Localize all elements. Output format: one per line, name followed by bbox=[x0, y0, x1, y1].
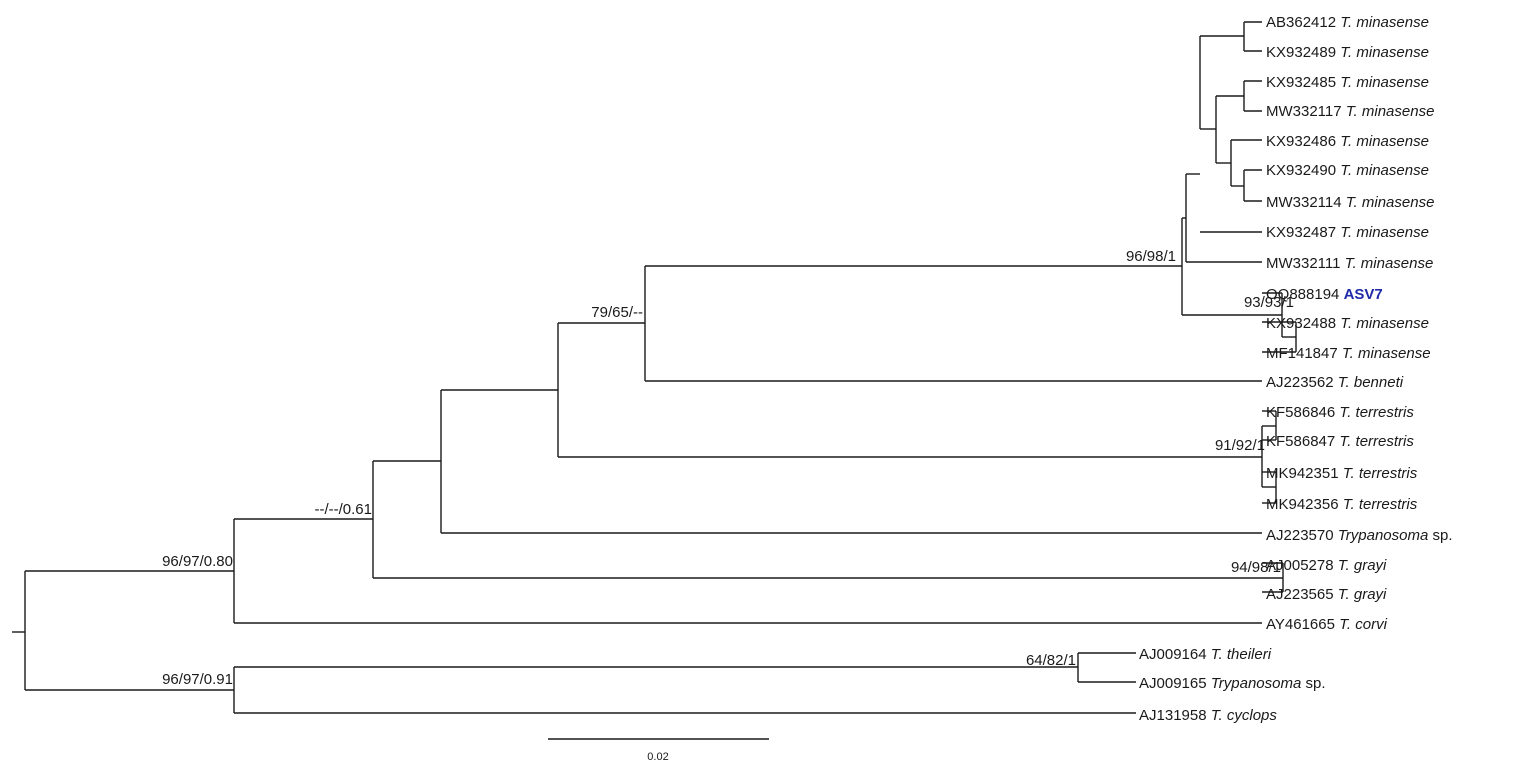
tip-label-4: MW332117 T. minasense bbox=[1266, 103, 1434, 120]
support-value-7: 96/97/0.80 bbox=[162, 553, 233, 570]
tip-label-14: KF586846 T. terrestris bbox=[1266, 404, 1414, 421]
support-value-8: 64/82/1 bbox=[1026, 652, 1076, 669]
support-value-2: 93/93/1 bbox=[1244, 294, 1294, 311]
tip-label-20: AJ223565 T. grayi bbox=[1266, 586, 1387, 603]
tip-label-10: OQ888194 ASV7 bbox=[1266, 286, 1383, 303]
tip-label-5: KX932486 T. minasense bbox=[1266, 133, 1429, 150]
support-value-4: 91/92/1 bbox=[1215, 437, 1265, 454]
support-value-5: --/--/0.61 bbox=[314, 501, 372, 518]
tip-label-3: KX932485 T. minasense bbox=[1266, 74, 1429, 91]
support-value-1: 96/98/1 bbox=[1126, 248, 1176, 265]
tip-label-15: KF586847 T. terrestris bbox=[1266, 433, 1414, 450]
scale-bar-label: 0.02 bbox=[647, 751, 668, 763]
support-value-3: 79/65/-- bbox=[591, 304, 643, 321]
tip-label-21: AY461665 T. corvi bbox=[1266, 616, 1388, 633]
tip-label-18: AJ223570 Trypanosoma sp. bbox=[1266, 527, 1453, 544]
tip-label-22: AJ009164 T. theileri bbox=[1139, 646, 1272, 663]
tip-label-9: MW332111 T. minasense bbox=[1266, 255, 1433, 272]
tip-label-17: MK942356 T. terrestris bbox=[1266, 496, 1418, 513]
tip-label-13: AJ223562 T. benneti bbox=[1266, 374, 1404, 391]
tip-label-2: KX932489 T. minasense bbox=[1266, 44, 1429, 61]
tip-label-19: AJ005278 T. grayi bbox=[1266, 557, 1387, 574]
tip-label-7: MW332114 T. minasense bbox=[1266, 194, 1434, 211]
tip-label-23: AJ009165 Trypanosoma sp. bbox=[1139, 675, 1326, 692]
tip-label-11: KX932488 T. minasense bbox=[1266, 315, 1429, 332]
support-value-9: 96/97/0.91 bbox=[162, 671, 233, 688]
tip-label-6: KX932490 T. minasense bbox=[1266, 162, 1429, 179]
tree-branches bbox=[12, 21, 1297, 714]
tip-label-12: MF141847 T. minasense bbox=[1266, 345, 1431, 362]
tip-label-1: AB362412 T. minasense bbox=[1266, 14, 1429, 31]
support-value-6: 94/98/1 bbox=[1231, 559, 1281, 576]
tip-label-16: MK942351 T. terrestris bbox=[1266, 465, 1418, 482]
tip-label-8: KX932487 T. minasense bbox=[1266, 224, 1429, 241]
tip-label-24: AJ131958 T. cyclops bbox=[1139, 707, 1277, 724]
